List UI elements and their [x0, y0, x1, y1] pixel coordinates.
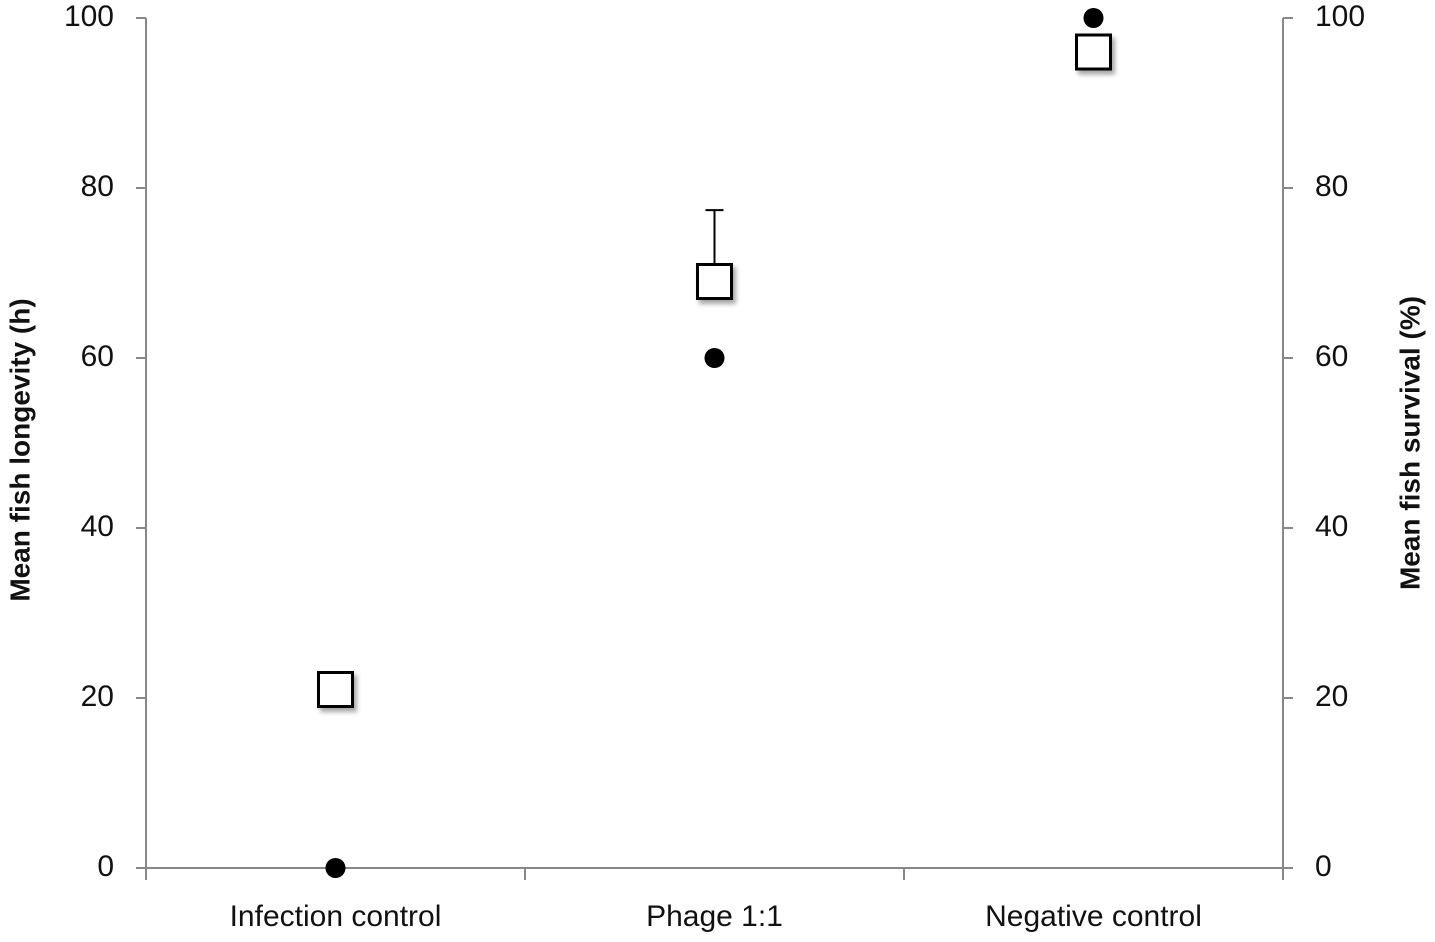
- y-tick-label: 60: [81, 340, 114, 373]
- y2-tick-label: 40: [1315, 510, 1348, 543]
- circle-marker: [325, 858, 346, 878]
- y-tick-label: 20: [81, 680, 114, 713]
- y2-tick-label: 60: [1315, 340, 1348, 373]
- y-tick-label: 40: [81, 510, 114, 543]
- y2-tick-label: 100: [1315, 0, 1365, 33]
- y2-tick-label: 80: [1315, 170, 1348, 203]
- x-tick-label: Negative control: [985, 900, 1202, 933]
- square-marker: [1075, 33, 1112, 71]
- y2-tick-label: 0: [1315, 850, 1332, 883]
- y2-axis-title: Mean fish survival (%): [1394, 296, 1425, 590]
- y-tick-label: 80: [81, 170, 114, 203]
- x-tick-label: Phage 1:1: [646, 900, 783, 933]
- square-marker: [696, 263, 733, 300]
- square-marker: [317, 671, 354, 708]
- circle-marker: [704, 348, 725, 368]
- y2-tick-label: 20: [1315, 680, 1348, 713]
- x-tick-label: Infection control: [230, 900, 442, 933]
- y-tick-label: 100: [64, 0, 114, 33]
- y-axis-title: Mean fish longevity (h): [4, 298, 35, 601]
- y-tick-label: 0: [97, 850, 114, 883]
- circle-marker: [1083, 8, 1104, 28]
